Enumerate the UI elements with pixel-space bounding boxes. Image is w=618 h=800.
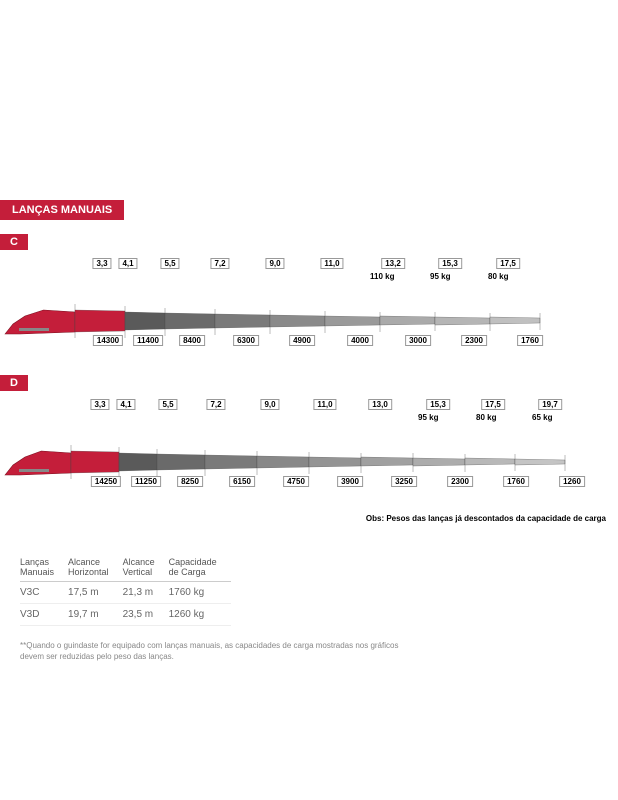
reach-label: 5,5 bbox=[160, 258, 179, 269]
table-header-cell: Capacidadede Carga bbox=[169, 553, 231, 582]
reach-label: 4,1 bbox=[118, 258, 137, 269]
capacity-label: 6150 bbox=[229, 476, 255, 487]
reach-label: 7,2 bbox=[210, 258, 229, 269]
reach-label: 15,3 bbox=[438, 258, 462, 269]
table-row: V3D19,7 m23,5 m1260 kg bbox=[20, 604, 231, 626]
capacity-label: 1260 bbox=[559, 476, 585, 487]
page-container: LANÇAS MANUAIS C 3,3 4,1 5,5 7,2 9,0 11,0 13,2 1… bbox=[0, 0, 618, 662]
diagrams-area: C3,34,15,57,29,011,013,215,317,5110 kg95… bbox=[0, 232, 618, 494]
boom-diagram bbox=[0, 419, 600, 479]
capacity-label: 2300 bbox=[461, 335, 487, 346]
observation-note: Obs: Pesos das lanças já descontados da … bbox=[0, 514, 606, 523]
reach-label: 9,0 bbox=[260, 399, 279, 410]
diagram-area: 3,34,15,57,29,011,013,015,317,519,795 kg… bbox=[0, 399, 618, 494]
capacity-label: 6300 bbox=[233, 335, 259, 346]
top-labels-row: 3,34,15,57,29,011,013,215,317,5110 kg95 … bbox=[0, 258, 618, 276]
capacity-label: 4000 bbox=[347, 335, 373, 346]
table-row: V3C17,5 m21,3 m1760 kg bbox=[20, 582, 231, 604]
capacity-label: 2300 bbox=[447, 476, 473, 487]
reach-label: 9,0 bbox=[265, 258, 284, 269]
capacity-label: 3900 bbox=[337, 476, 363, 487]
top-labels-row: 3,34,15,57,29,011,013,015,317,519,795 kg… bbox=[0, 399, 618, 417]
capacity-label: 3250 bbox=[391, 476, 417, 487]
capacity-label: 1760 bbox=[503, 476, 529, 487]
spec-table: LançasManuaisAlcanceHorizontalAlcanceVer… bbox=[20, 553, 231, 626]
diagram-area: 3,34,15,57,29,011,013,215,317,5110 kg95 … bbox=[0, 258, 618, 353]
table-cell: 1260 kg bbox=[169, 604, 231, 626]
reach-label: 11,0 bbox=[313, 399, 336, 410]
table-cell: 19,7 m bbox=[68, 604, 123, 626]
capacity-labels-row: 14300 11400 8400 6300 4900 4000 3000 2300 1760 bbox=[0, 335, 618, 353]
diagram-C: C3,34,15,57,29,011,013,215,317,5110 kg95… bbox=[0, 232, 618, 353]
diagram-label: D bbox=[0, 375, 28, 391]
capacity-label: 14250 bbox=[91, 476, 121, 487]
capacity-label: 11400 bbox=[133, 335, 163, 346]
capacity-label: 14300 bbox=[93, 335, 123, 346]
capacity-label: 4750 bbox=[283, 476, 309, 487]
capacity-labels-row: 14250 11250 8250 6150 4750 3900 3250 2300 1760 12… bbox=[0, 476, 618, 494]
capacity-label: 3000 bbox=[405, 335, 431, 346]
table-cell: 1760 kg bbox=[169, 582, 231, 604]
capacity-label: 8400 bbox=[179, 335, 205, 346]
reach-label: 13,0 bbox=[368, 399, 392, 410]
reach-label: 13,2 bbox=[381, 258, 405, 269]
capacity-label: 1760 bbox=[517, 335, 543, 346]
diagram-label: C bbox=[0, 234, 28, 250]
table-cell: V3D bbox=[20, 604, 68, 626]
reach-label: 15,3 bbox=[426, 399, 450, 410]
table-cell: V3C bbox=[20, 582, 68, 604]
table-header-cell: AlcanceVertical bbox=[123, 553, 169, 582]
table-header-row: LançasManuaisAlcanceHorizontalAlcanceVer… bbox=[20, 553, 231, 582]
table-cell: 21,3 m bbox=[123, 582, 169, 604]
reach-label: 3,3 bbox=[92, 258, 111, 269]
diagram-D: D3,34,15,57,29,011,013,015,317,519,795 k… bbox=[0, 373, 618, 494]
table-cell: 23,5 m bbox=[123, 604, 169, 626]
reach-label: 5,5 bbox=[158, 399, 177, 410]
reach-label: 4,1 bbox=[116, 399, 135, 410]
reach-label: 11,0 bbox=[320, 258, 343, 269]
reach-label: 17,5 bbox=[496, 258, 520, 269]
reach-label: 3,3 bbox=[90, 399, 109, 410]
section-header: LANÇAS MANUAIS bbox=[0, 200, 124, 220]
table-header-cell: LançasManuais bbox=[20, 553, 68, 582]
table-cell: 17,5 m bbox=[68, 582, 123, 604]
table-body: V3C17,5 m21,3 m1760 kgV3D19,7 m23,5 m126… bbox=[20, 582, 231, 626]
footnote: **Quando o guindaste for equipado com la… bbox=[20, 640, 400, 662]
reach-label: 19,7 bbox=[538, 399, 562, 410]
reach-label: 17,5 bbox=[481, 399, 505, 410]
capacity-label: 4900 bbox=[289, 335, 315, 346]
boom-diagram bbox=[0, 278, 600, 338]
table-header-cell: AlcanceHorizontal bbox=[68, 553, 123, 582]
reach-label: 7,2 bbox=[206, 399, 225, 410]
capacity-label: 11250 bbox=[131, 476, 161, 487]
capacity-label: 8250 bbox=[177, 476, 203, 487]
